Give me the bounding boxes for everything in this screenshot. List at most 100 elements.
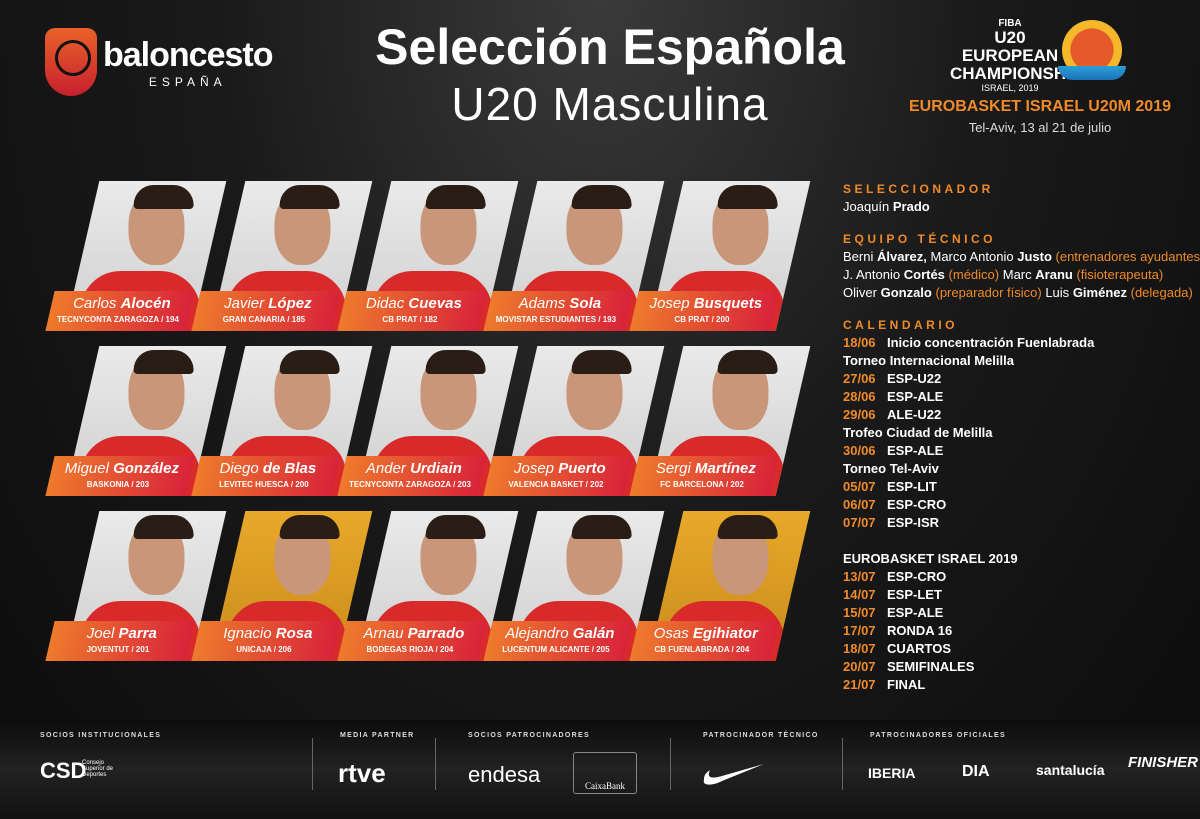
player-club: BODEGAS RIOJA / 204 [366,645,454,654]
player-card: Josep Puerto VALENCIA BASKET / 202 [483,346,665,496]
player-card: Diego de Blas LEVITEC HUESCA / 200 [191,346,373,496]
subtitle: U20 Masculina [451,78,769,130]
player-label: Joel Parra JOVENTUT / 201 [45,621,195,661]
brand-sub: ESPAÑA [148,74,227,89]
calendar-row: 20/07 SEMIFINALES [843,659,975,674]
player-label: Josep Busquets CB PRAT / 200 [629,291,779,331]
player-card: Didac Cuevas CB PRAT / 182 [337,181,519,331]
player-card: Joel Parra JOVENTUT / 201 [45,511,227,661]
calendar-section: Trofeo Ciudad de Melilla [843,425,993,440]
player-label: Diego de Blas LEVITEC HUESCA / 200 [191,456,341,496]
player-label: Osas Egihiator CB FUENLABRADA / 204 [629,621,779,661]
label-tecnico: PATROCINADOR TÉCNICO [703,732,819,739]
santalucia-logo: santalucía [1036,762,1105,778]
fiba-u20-logo: FIBA U20 EUROPEAN CHAMPIONSHIP ISRAEL, 2… [950,18,1150,93]
player-name: Diego de Blas [219,460,317,477]
wave-icon [1058,66,1126,80]
player-club: JOVENTUT / 201 [86,645,150,654]
event-title: EUROBASKET ISRAEL U20M 2019 [909,98,1171,115]
calendar-row: 29/06 ALE-U22 [843,407,942,422]
staff-line: Oliver Gonzalo (preparador físico) Luis … [843,285,1193,300]
staff-line: J. Antonio Cortés (médico) Marc Aranu (f… [843,267,1164,282]
calendar-row: 30/06 ESP-ALE [843,443,944,458]
calendar-row: 05/07 ESP-LIT [843,479,937,494]
event-date: Tel-Aviv, 13 al 21 de julio [968,120,1112,135]
player-name: Joel Parra [86,625,157,642]
player-label: Arnau Parrado BODEGAS RIOJA / 204 [337,621,487,661]
player-name: Josep Puerto [513,460,606,477]
player-card: Ander Urdiain TECNYCONTA ZARAGOZA / 203 [337,346,519,496]
player-label: Javier López GRAN CANARIA / 185 [191,291,341,331]
calendar-list: 18/06 Inicio concentración Fuenlabrada Tor… [843,334,1193,694]
player-club: TECNYCONTA ZARAGOZA / 203 [348,480,471,489]
player-name: Sergi Martínez [655,460,756,477]
player-label: Miguel González BASKONIA / 203 [45,456,195,496]
player-club: CB PRAT / 200 [674,315,730,324]
page-title: Selección Española U20 Masculina [330,18,890,132]
calendar-row: 15/07 ESP-ALE [843,605,944,620]
staff-panel: SELECCIONADOR Joaquín Prado EQUIPO TÉCNI… [843,180,1200,694]
player-name: Javier López [224,295,312,312]
calendar-row: 06/07 ESP-CRO [843,497,947,512]
baloncesto-espana-logo: baloncesto ESPAÑA [45,28,273,96]
finisher-logo: FINISHER [1128,754,1199,771]
player-name: Carlos Alocén [73,295,171,312]
team-heading: EQUIPO TÉCNICO [843,232,997,246]
calendar-row: 07/07 ESP-ISR [843,515,940,530]
player-club: VALENCIA BASKET / 202 [508,480,604,489]
brand-name: baloncesto [103,35,273,74]
player-label: Didac Cuevas CB PRAT / 182 [337,291,487,331]
player-card: Sergi Martínez FC BARCELONA / 202 [629,346,811,496]
spacer [843,532,1193,550]
player-name: Ander Urdiain [365,460,462,477]
player-club: MOVISTAR ESTUDIANTES / 193 [495,315,617,324]
player-name: Miguel González [64,460,179,477]
calendar-row: 28/06 ESP-ALE [843,389,944,404]
player-club: LEVITEC HUESCA / 200 [219,480,309,489]
label-oficiales: PATROCINADORES OFICIALES [870,732,1006,739]
player-card: Adams Sola MOVISTAR ESTUDIANTES / 193 [483,181,665,331]
player-card: Alejandro Galán LUCENTUM ALICANTE / 205 [483,511,665,661]
csd-sub: Consejo Superior de Deportes [82,760,114,778]
dia-logo: DIA [962,763,990,780]
csd-logo: CSD [40,758,87,783]
player-label: Ignacio Rosa UNICAJA / 206 [191,621,341,661]
sponsors-footer: SOCIOS INSTITUCIONALES MEDIA PARTNER SOC… [0,720,1200,819]
coach: Joaquín Prado [843,199,930,214]
player-card: Josep Busquets CB PRAT / 200 [629,181,811,331]
calendar-row: 21/07 FINAL [843,677,926,692]
label-media: MEDIA PARTNER [340,732,415,739]
calendar-row: 27/06 ESP-U22 [843,371,942,386]
label-socios: SOCIOS PATROCINADORES [468,732,590,739]
player-card: Ignacio Rosa UNICAJA / 206 [191,511,373,661]
player-card: Osas Egihiator CB FUENLABRADA / 204 [629,511,811,661]
player-name: Osas Egihiator [653,625,758,642]
player-card: Carlos Alocén TECNYCONTA ZARAGOZA / 194 [45,181,227,331]
calendar-section: EUROBASKET ISRAEL 2019 [843,551,1018,566]
calendar-row: 14/07 ESP-LET [843,587,942,602]
player-name: Alejandro Galán [505,625,615,642]
player-label: Carlos Alocén TECNYCONTA ZARAGOZA / 194 [45,291,195,331]
player-card: Javier López GRAN CANARIA / 185 [191,181,373,331]
player-club: UNICAJA / 206 [236,645,292,654]
calendar-row: 18/07 CUARTOS [843,641,952,656]
player-club: FC BARCELONA / 202 [660,480,744,489]
player-card: Arnau Parrado BODEGAS RIOJA / 204 [337,511,519,661]
rtve-logo: rtve [338,758,386,788]
staff-line: Berni Álvarez, Marco Antonio Justo (entr… [843,249,1200,264]
player-label: Josep Puerto VALENCIA BASKET / 202 [483,456,633,496]
endesa-logo: endesa [468,762,541,787]
player-club: GRAN CANARIA / 185 [222,315,306,324]
calendar-row: 17/07 RONDA 16 [843,623,953,638]
label-institucionales: SOCIOS INSTITUCIONALES [40,732,162,739]
fiba-label: FIBA [998,18,1022,29]
player-name: Didac Cuevas [365,295,462,312]
calendar-heading: CALENDARIO [843,318,958,332]
player-club: BASKONIA / 203 [86,480,150,489]
calendar-row: 13/07 ESP-CRO [843,569,947,584]
basketball-icon [45,28,97,96]
fiba-line2: CHAMPIONSHIP [950,64,1083,83]
caixabank-logo: CaixaBank [573,752,637,794]
player-club: TECNYCONTA ZARAGOZA / 194 [56,315,179,324]
player-name: Josep Busquets [649,295,763,312]
